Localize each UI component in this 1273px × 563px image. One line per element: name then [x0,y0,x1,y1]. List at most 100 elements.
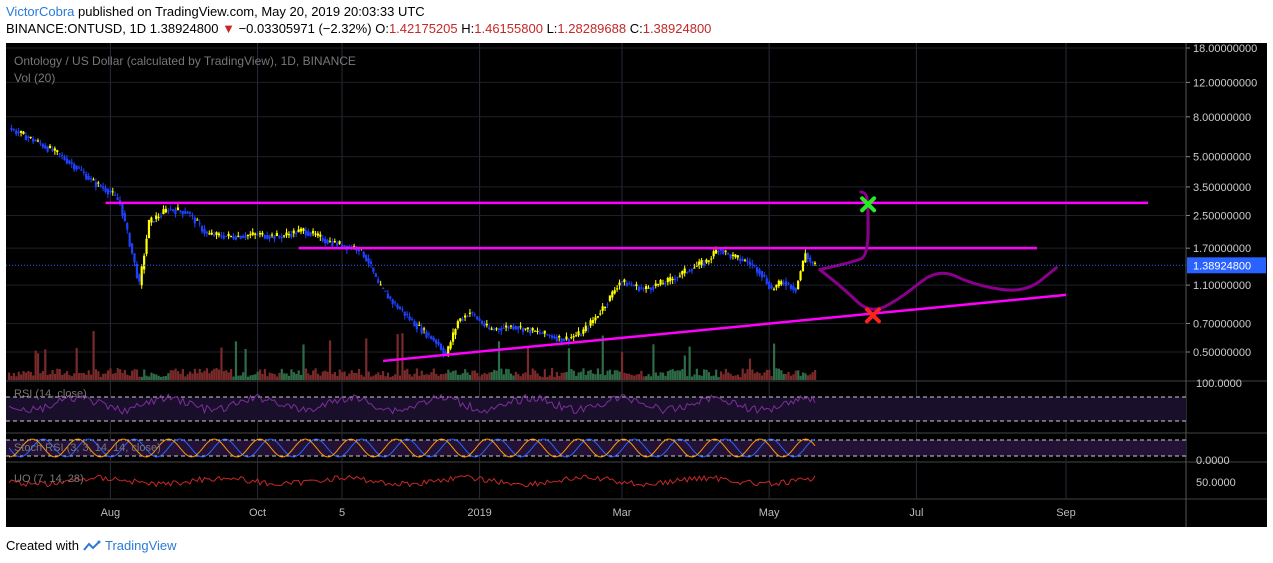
candle-body [473,314,476,316]
volume-bar [384,376,387,380]
volume-bar [753,373,756,380]
volume-bar [17,371,20,380]
candle-body [444,351,447,356]
candle-body [570,337,573,339]
tradingview-link[interactable]: TradingView [104,538,177,553]
candle-body [287,234,291,236]
candle-body [94,182,97,187]
volume-bar [522,373,525,380]
volume-bar [623,372,626,380]
volume-bar [806,375,809,380]
high-label: H: [461,21,475,36]
volume-bar [53,373,57,380]
candle-body [172,209,175,211]
candle-body [302,228,305,231]
published-text: published on TradingView.com, May 20, 20… [78,4,425,19]
candle-body [562,338,566,342]
open-value: 1.42175205 [388,21,458,36]
volume-bar [82,372,86,380]
candle-body [620,281,624,283]
high-value: 1.46155800 [474,21,543,36]
volume-bar [531,368,534,380]
volume-bar [261,373,264,380]
candle-body [707,260,710,262]
volume-bar [155,374,158,380]
volume-bar [739,376,742,380]
volume-bar [29,371,32,380]
candle-body [464,315,467,318]
volume-bar [217,369,221,380]
volume-bar [285,373,288,380]
volume-bar [15,376,18,380]
volume-bar [456,374,460,380]
candle-body [311,230,315,234]
volume-bar [362,376,365,380]
volume-bar [567,348,571,380]
candle-body [603,306,607,308]
volume-bar [138,376,141,380]
volume-bar [65,371,69,380]
volume-bar [353,372,356,380]
volume-bar [341,372,344,380]
volume-bar [191,373,194,380]
volume-bar [495,370,498,380]
candle-body [780,281,783,285]
candle-body [89,178,93,180]
volume-bar [295,373,298,380]
volume-bar [369,376,373,380]
volume-bar [661,372,665,380]
candle-body [109,190,112,193]
candle-body [698,261,701,266]
candle-body [727,252,730,254]
volume-bar [116,368,119,380]
candle-body [705,259,708,263]
volume-bar [167,373,170,380]
candle-body [765,278,768,285]
candle-body [471,312,474,314]
volume-bar [688,346,691,380]
candle-body [546,334,549,336]
volume-bar [391,376,394,380]
volume-bar [500,368,503,380]
candle-body [365,254,368,262]
tradingview-logo-icon[interactable] [83,540,101,552]
candle-body [454,328,457,335]
volume-bar [633,375,636,380]
candle-body [169,208,172,210]
candle-body [290,234,293,238]
candle-body [763,274,766,277]
volume-bar [575,375,578,380]
volume-bar [741,368,744,380]
volume-bar [731,375,735,380]
rsi-band [6,397,1186,421]
down-triangle-icon: ▼ [222,21,235,36]
rsi-line [8,393,816,415]
volume-bar [447,369,450,380]
volume-bar [227,372,230,380]
candle-body [401,309,404,311]
candle-body [36,140,40,142]
price-chart[interactable]: Aug Oct 5 2019 Mar May Jul Sep 18.00000000 12.000… [6,43,1267,527]
volume-bar [765,369,768,380]
volume-indicator-label: Vol (20) [14,71,55,85]
volume-bar [152,373,155,380]
candle-body [152,220,155,223]
candle-body [739,258,742,261]
candle-body [459,318,462,322]
volume-bar [611,374,614,380]
volume-bar [319,375,322,380]
close-label: C: [629,21,643,36]
volume-bar [401,333,404,380]
x-axis-label: Mar [612,507,631,519]
volume-bar [176,371,180,380]
volume-bar [345,376,349,380]
author-link[interactable]: VictorCobra [6,4,75,19]
candle-body [63,156,66,160]
chart-area[interactable]: Aug Oct 5 2019 Mar May Jul Sep 18.00000000 12.000… [6,43,1267,527]
candle-body [741,259,744,261]
volume-bar [676,370,679,380]
candle-body [497,328,500,330]
volume-bar [601,335,604,380]
volume-bar [664,375,667,380]
volume-bar [792,374,795,380]
